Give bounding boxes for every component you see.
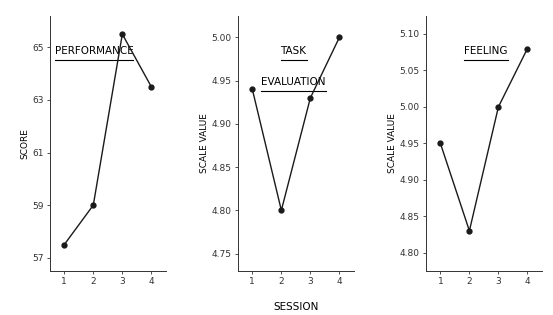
Text: SESSION: SESSION [273, 302, 319, 312]
Y-axis label: SCORE: SCORE [20, 128, 29, 159]
Text: PERFORMANCE: PERFORMANCE [55, 46, 133, 56]
Text: EVALUATION: EVALUATION [261, 77, 326, 87]
Text: TASK: TASK [280, 46, 306, 56]
Y-axis label: SCALE VALUE: SCALE VALUE [200, 113, 208, 173]
Text: FEELING: FEELING [465, 46, 508, 56]
Y-axis label: SCALE VALUE: SCALE VALUE [388, 113, 397, 173]
